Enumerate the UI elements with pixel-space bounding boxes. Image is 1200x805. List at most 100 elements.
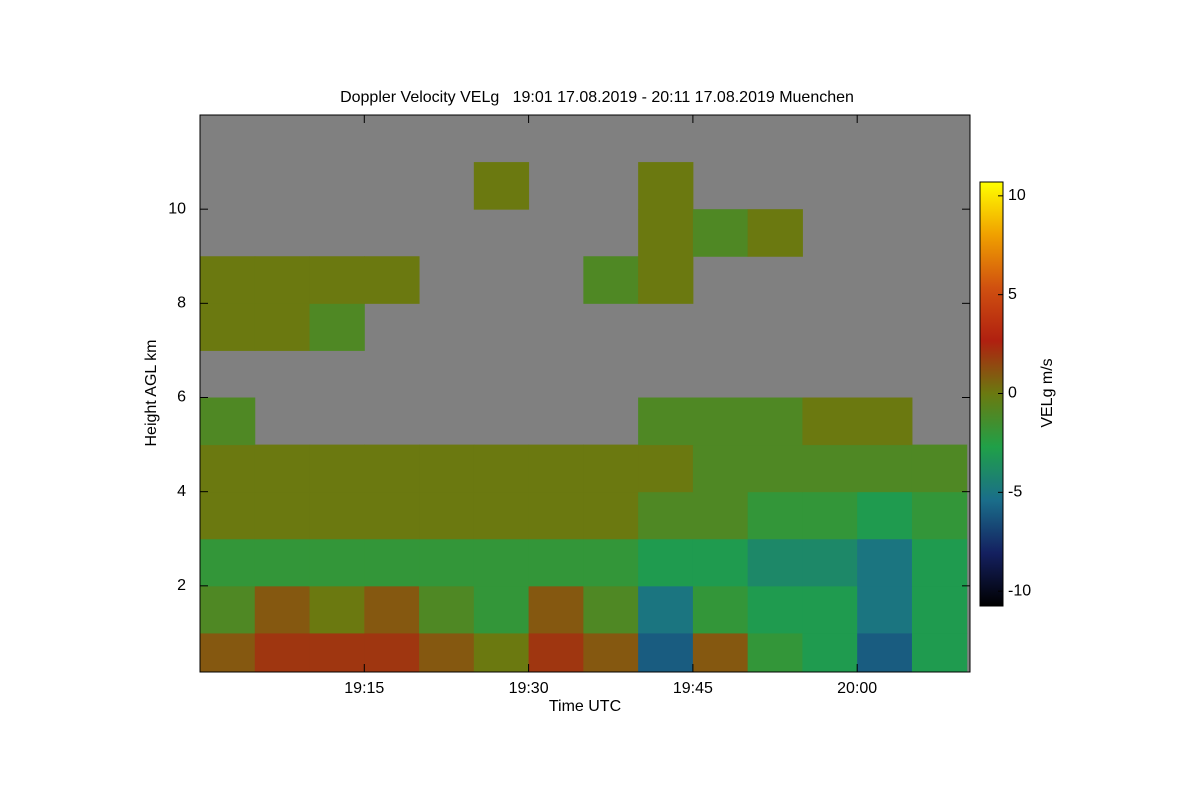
heatmap-cell (200, 491, 256, 540)
heatmap-cell (692, 632, 749, 672)
heatmap-cell (802, 491, 858, 540)
heatmap-cell (747, 491, 803, 540)
heatmap-cell (473, 491, 530, 540)
heatmap-cell (419, 632, 475, 672)
y-tick-label: 4 (177, 483, 186, 500)
heatmap-cell (638, 538, 694, 587)
heatmap-cell (364, 256, 420, 304)
heatmap-cell (692, 491, 749, 540)
heatmap-cell (747, 632, 803, 672)
heatmap-cell (364, 538, 420, 587)
x-tick-label: 20:00 (837, 680, 877, 697)
heatmap-cell (747, 538, 803, 587)
heatmap-cell (857, 444, 913, 493)
heatmap-cell (473, 585, 530, 634)
colorbar-tick-label: -10 (1008, 582, 1031, 599)
heatmap-cell (583, 538, 639, 587)
heatmap-cell (802, 632, 858, 672)
heatmap-cell (309, 632, 365, 672)
heatmap-cell (254, 632, 311, 672)
heatmap-cell (583, 585, 639, 634)
heatmap-cell (857, 491, 913, 540)
heatmap-cell (911, 585, 968, 634)
heatmap-cell (583, 491, 639, 540)
heatmap-cell (254, 256, 311, 304)
heatmap-cell (638, 209, 694, 257)
heatmap-cell (309, 491, 365, 540)
heatmap-cell (528, 538, 584, 587)
x-tick-label: 19:15 (344, 680, 384, 697)
heatmap-cell (528, 491, 584, 540)
heatmap-cell (419, 491, 475, 540)
heatmap-cell (638, 491, 694, 540)
heatmap-cell (692, 585, 749, 634)
heatmap-cell (583, 256, 639, 304)
heatmap-cell (473, 632, 530, 672)
heatmap-cell (200, 538, 256, 587)
heatmap-cell (911, 491, 968, 540)
heatmap-cell (364, 585, 420, 634)
heatmap-cell (254, 303, 311, 351)
heatmap-cell (638, 632, 694, 672)
heatmap-cell (747, 444, 803, 493)
heatmap-cell (638, 444, 694, 493)
colorbar-tick-label: -5 (1008, 484, 1022, 501)
heatmap-cell (692, 397, 749, 446)
heatmap-cell (638, 397, 694, 446)
heatmap-cell (473, 538, 530, 587)
heatmap-cell (802, 444, 858, 493)
heatmap-cell (638, 585, 694, 634)
x-tick-label: 19:45 (673, 680, 713, 697)
colorbar-label: VELg m/s (1039, 358, 1056, 427)
colorbar-tick-label: 10 (1008, 187, 1026, 204)
colorbar-tick-label: 5 (1008, 286, 1017, 303)
heatmap-cell (583, 632, 639, 672)
heatmap-cell (747, 585, 803, 634)
heatmap-cell (911, 632, 968, 672)
colorbar-tick-label: 0 (1008, 385, 1017, 402)
heatmap-cell (309, 303, 365, 351)
heatmap-cell (692, 444, 749, 493)
heatmap-cell (857, 632, 913, 672)
heatmap-cell (419, 585, 475, 634)
heatmap-cell (473, 162, 530, 210)
y-tick-label: 2 (177, 577, 186, 594)
chart-title: Doppler Velocity VELg 19:01 17.08.2019 -… (340, 89, 854, 106)
heatmap-cell (200, 444, 256, 493)
heatmap-cell (254, 491, 311, 540)
heatmap-cell (419, 538, 475, 587)
heatmap-cell (528, 444, 584, 493)
heatmap-cell (364, 632, 420, 672)
y-tick-label: 10 (168, 200, 186, 217)
heatmap-cell (802, 538, 858, 587)
heatmap-cell (692, 209, 749, 257)
heatmap-cell (857, 538, 913, 587)
heatmap-cell (802, 585, 858, 634)
heatmap-cell (309, 538, 365, 587)
plot-frame (199, 114, 971, 673)
heatmap-cell (857, 585, 913, 634)
x-tick-label: 19:30 (509, 680, 549, 697)
heatmap-cell (528, 585, 584, 634)
heatmap-cell (309, 585, 365, 634)
heatmap-cells (200, 162, 968, 672)
heatmap-cell (364, 444, 420, 493)
heatmap-cell (747, 209, 803, 257)
heatmap-cell (200, 303, 256, 351)
heatmap-cell (200, 256, 256, 304)
heatmap-cell (200, 632, 256, 672)
heatmap-cell (254, 538, 311, 587)
heatmap-cell (528, 632, 584, 672)
heatmap-cell (911, 444, 968, 493)
heatmap-cell (583, 444, 639, 493)
heatmap-cell (364, 491, 420, 540)
heatmap-cell (638, 162, 694, 210)
heatmap-cell (200, 585, 256, 634)
y-axis-label: Height AGL km (143, 339, 160, 446)
heatmap-cell (309, 444, 365, 493)
heatmap-cell (200, 397, 256, 446)
heatmap-cell (802, 397, 858, 446)
heatmap-cell (254, 444, 311, 493)
heatmap-cell (692, 538, 749, 587)
heatmap-cell (309, 256, 365, 304)
